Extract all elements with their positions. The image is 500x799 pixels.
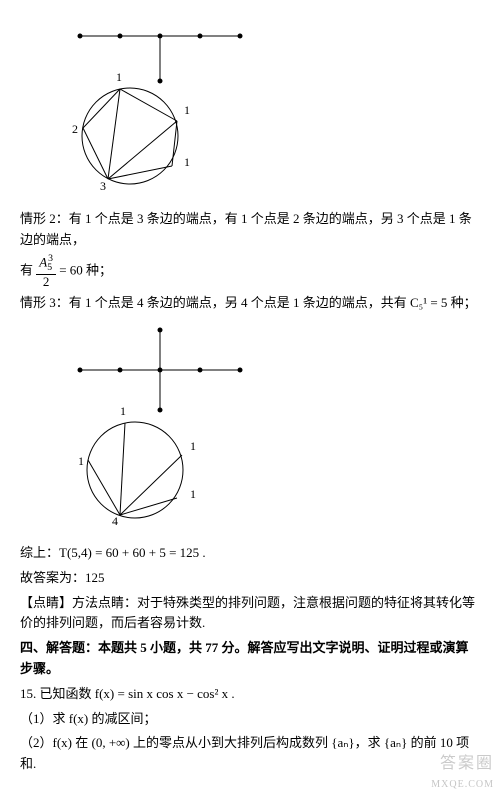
svg-text:1: 1 <box>184 103 190 117</box>
section-heading: 四、解答题：本题共 5 小题，共 77 分。解答应写出文字说明、证明过程或演算步… <box>20 638 480 680</box>
q15-part2: （2）f(x) 在 (0, +∞) 上的零点从小到大排列后构成数列 {aₙ}，求… <box>20 733 480 775</box>
q15-stem: 15. 已知函数 f(x) = sin x cos x − cos² x . <box>20 684 480 705</box>
diagram-case3-svg: 1 1 1 1 4 <box>50 320 260 530</box>
svg-text:3: 3 <box>100 179 106 193</box>
diagram-case3: 1 1 1 1 4 <box>50 320 480 537</box>
case3-desc: 情形 3：有 1 个点是 4 条边的端点，另 4 个点是 1 条边的端点，共有 … <box>20 293 480 314</box>
svg-text:1: 1 <box>184 155 190 169</box>
answer-line: 故答案为：125 <box>20 568 480 589</box>
svg-text:1: 1 <box>116 70 122 84</box>
watermark-top: 答案圈 <box>440 751 494 777</box>
watermark-bottom: MXQE.COM <box>431 777 494 793</box>
case2-formula: 有 A53 2 = 60 种； <box>20 254 480 289</box>
case2-prefix: 有 <box>20 263 33 278</box>
svg-text:4: 4 <box>112 514 118 528</box>
svg-text:1: 1 <box>78 454 84 468</box>
case2-frac-num: A53 <box>36 254 56 275</box>
svg-text:1: 1 <box>190 439 196 453</box>
case2-frac-den: 2 <box>36 275 56 289</box>
case2-desc: 情形 2：有 1 个点是 3 条边的端点，有 1 个点是 2 条边的端点，另 3… <box>20 209 480 251</box>
case2-fraction: A53 2 <box>36 254 56 289</box>
case2-suffix: = 60 种； <box>59 263 112 278</box>
diagram-case2-svg: 1 1 1 2 3 <box>50 26 260 196</box>
svg-text:2: 2 <box>72 122 78 136</box>
diagram-case2: 1 1 1 2 3 <box>50 26 480 203</box>
svg-text:1: 1 <box>120 404 126 418</box>
conclusion-line: 综上：T(5,4) = 60 + 60 + 5 = 125 . <box>20 543 480 564</box>
tip-line: 【点睛】方法点睛：对于特殊类型的排列问题，注意根据问题的特征将其转化等价的排列问… <box>20 593 480 635</box>
svg-text:1: 1 <box>190 487 196 501</box>
q15-part1: （1）求 f(x) 的减区间； <box>20 709 480 730</box>
